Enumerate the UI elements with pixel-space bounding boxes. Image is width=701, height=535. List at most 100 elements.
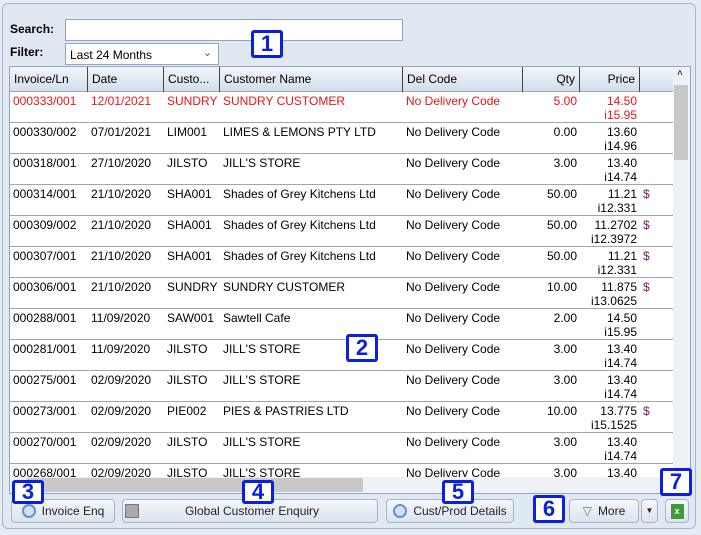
invoice-table: Invoice/Ln Date Custo... Customer Name Del C… [9, 66, 691, 494]
table-row[interactable]: 000333/001 12/01/2021 SUNDRY SUNDRY CUSTOME… [10, 92, 674, 123]
cell-cust: LIM001 [167, 125, 208, 139]
cell-date: 02/09/2020 [91, 435, 152, 449]
cell-inv: 000275/001 [13, 373, 77, 387]
cell-qty: 10.00 [546, 280, 577, 294]
filter-dropdown[interactable]: Last 24 Months ⌄ [65, 43, 219, 65]
cell-del: No Delivery Code [406, 404, 501, 418]
global-enq-label: Global Customer Enquiry [184, 504, 320, 518]
cell-qty: 3.00 [553, 342, 577, 356]
table-row[interactable]: 000314/001 21/10/2020 SHA001 Shades of Grey… [10, 185, 674, 216]
cell-date: 07/01/2021 [91, 125, 152, 139]
cell-inv: 000318/001 [13, 156, 77, 170]
cell-cust: JILSTO [167, 466, 208, 480]
filter-value: Last 24 Months [70, 48, 153, 62]
cell-price: 14.50 [606, 311, 637, 325]
table-row[interactable]: 000288/001 11/09/2020 SAW001 Sawtell Cafe No… [10, 309, 674, 340]
table-row[interactable]: 000307/001 21/10/2020 SHA001 Shades of Grey… [10, 247, 674, 278]
vertical-scrollbar[interactable]: ˄ [673, 67, 690, 477]
cell-inc-price: i12.331 [597, 263, 637, 277]
table-row[interactable]: 000273/001 02/09/2020 PIE002 PIES & PASTRIE… [10, 402, 674, 433]
cell-date: 21/10/2020 [91, 280, 152, 294]
column-header[interactable]: Customer Name [220, 67, 403, 92]
search-label: Search: [10, 22, 55, 36]
cell-inv: 000333/001 [13, 94, 77, 108]
cell-price: 11.2702 [594, 218, 638, 232]
table-row[interactable]: 000268/001 02/09/2020 JILSTO JILL'S STORE No… [10, 464, 674, 493]
cell-cust: PIE002 [167, 404, 207, 418]
table-row[interactable]: 000270/001 02/09/2020 JILSTO JILL'S STORE No… [10, 433, 674, 464]
cell-name: Shades of Grey Kitchens Ltd [223, 218, 376, 232]
cell-date: 11/09/2020 [91, 311, 151, 325]
table-row[interactable]: 000306/001 21/10/2020 SUNDRY SUNDRY CUSTOME… [10, 278, 674, 309]
cell-inc-price: i14.74 [604, 449, 637, 463]
cell-inv: 000330/002 [13, 125, 77, 139]
cell-date: 21/10/2020 [91, 218, 152, 232]
cell-cust: SUNDRY [167, 94, 218, 108]
cell-qty: 3.00 [553, 435, 577, 449]
horizontal-scrollbar[interactable]: ‹ [10, 477, 674, 493]
scroll-thumb-h[interactable] [27, 478, 363, 492]
table-row[interactable]: 000281/001 11/09/2020 JILSTO JILL'S STORE No… [10, 340, 674, 371]
cell-extra: $ [643, 218, 650, 232]
cell-price: 13.40 [606, 156, 637, 170]
cell-inc-price: i15.95 [604, 108, 637, 122]
cell-inv: 000288/001 [13, 311, 77, 325]
scroll-up-icon[interactable]: ˄ [677, 68, 683, 79]
cell-inv: 000306/001 [13, 280, 77, 294]
cell-inv: 000314/001 [13, 187, 77, 201]
filter-label: Filter: [10, 45, 44, 59]
cell-date: 27/10/2020 [91, 156, 152, 170]
cell-extra: $ [643, 249, 650, 263]
scroll-thumb[interactable] [674, 85, 688, 160]
cell-inc-price: i14.96 [604, 139, 637, 153]
cell-name: SUNDRY CUSTOMER [223, 94, 346, 108]
search-input[interactable] [65, 19, 403, 41]
cell-price: 13.60 [606, 125, 637, 139]
table-header: Invoice/Ln Date Custo... Customer Name Del C… [10, 67, 674, 92]
cell-cust: JILSTO [167, 435, 208, 449]
more-dropdown-button[interactable]: ▼ [641, 499, 658, 523]
export-excel-button[interactable]: x [665, 499, 689, 523]
cell-qty: 2.00 [553, 311, 577, 325]
cell-name: Shades of Grey Kitchens Ltd [223, 187, 376, 201]
column-header[interactable]: Qty [523, 67, 580, 92]
cell-del: No Delivery Code [406, 156, 501, 170]
cell-inv: 000281/001 [13, 342, 77, 356]
column-header[interactable] [640, 67, 674, 92]
cell-price: 11.875 [601, 280, 637, 294]
column-header[interactable]: Invoice/Ln [10, 67, 88, 92]
annotation-badge: 1 [251, 30, 283, 58]
table-row[interactable]: 000318/001 27/10/2020 JILSTO JILL'S STORE No… [10, 154, 674, 185]
cell-price: 13.775 [600, 404, 637, 418]
annotation-badge: 6 [533, 495, 565, 523]
cell-del: No Delivery Code [406, 94, 501, 108]
cell-del: No Delivery Code [406, 249, 501, 263]
table-row[interactable]: 000275/001 02/09/2020 JILSTO JILL'S STORE No… [10, 371, 674, 402]
cell-inc-price: i12.3972 [590, 232, 637, 246]
cell-cust: JILSTO [167, 342, 208, 356]
cell-price: 13.40 [606, 466, 637, 480]
cell-extra: $ [643, 280, 650, 294]
column-header[interactable]: Date [88, 67, 164, 92]
cell-cust: SHA001 [167, 218, 212, 232]
cell-inc-price: i12.331 [597, 201, 637, 215]
table-row[interactable]: 000309/002 21/10/2020 SHA001 Shades of Grey… [10, 216, 674, 247]
chevron-down-icon: ⌄ [202, 47, 212, 59]
cell-price: 13.40 [606, 435, 637, 449]
cell-date: 02/09/2020 [91, 404, 152, 418]
table-row[interactable]: 000330/002 07/01/2021 LIM001 LIMES & LEMONS… [10, 123, 674, 154]
cell-name: PIES & PASTRIES LTD [223, 404, 349, 418]
more-button[interactable]: ▽ More [569, 499, 639, 523]
cell-inv: 000307/001 [13, 249, 77, 263]
cell-price: 11.21 [607, 249, 637, 263]
column-header[interactable]: Del Code [403, 67, 523, 92]
cell-price: 11.21 [607, 187, 637, 201]
cell-qty: 3.00 [553, 156, 577, 170]
cell-name: JILL'S STORE [223, 342, 301, 356]
column-header[interactable]: Price [580, 67, 640, 92]
cell-cust: SAW001 [167, 311, 214, 325]
excel-icon: x [670, 503, 684, 519]
cell-name: LIMES & LEMONS PTY LTD [223, 125, 376, 139]
column-header[interactable]: Custo... [164, 67, 220, 92]
cell-del: No Delivery Code [406, 311, 501, 325]
